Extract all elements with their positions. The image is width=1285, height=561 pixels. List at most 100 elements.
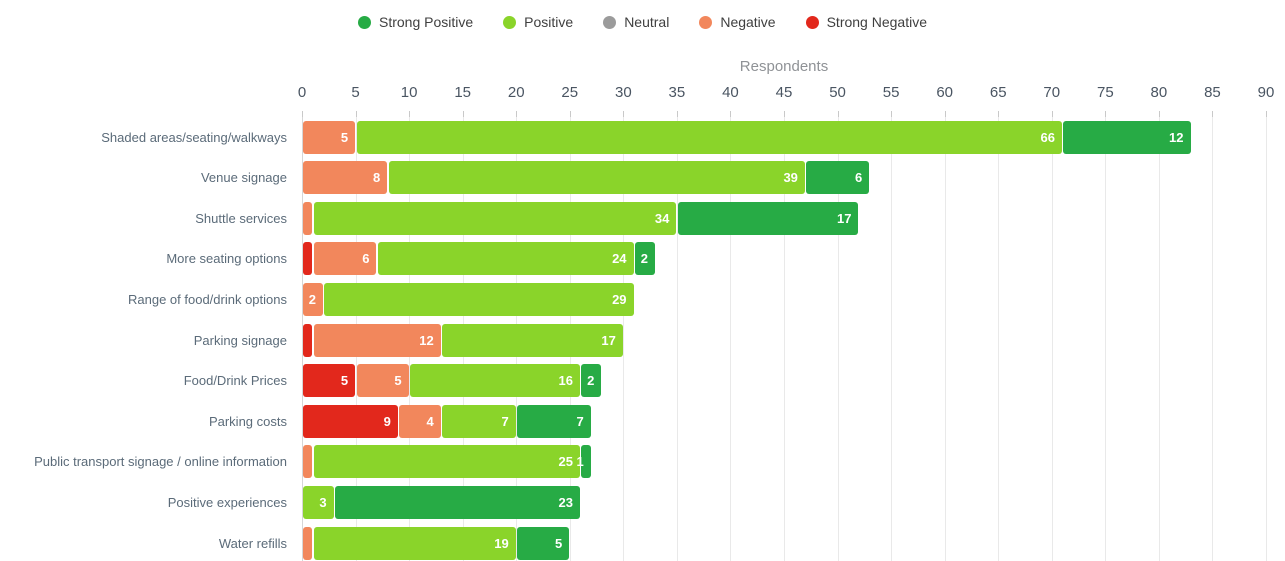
bar-value-label: 7 [501, 413, 509, 429]
legend-item-strong-positive[interactable]: Strong Positive [357, 14, 474, 30]
legend-swatch-icon [603, 15, 617, 29]
x-axis-tick-mark [409, 111, 411, 117]
x-axis-tick-label: 0 [297, 84, 307, 101]
bar-value-label: 5 [340, 129, 349, 145]
bar-value-label: 19 [494, 535, 509, 551]
legend-item-negative[interactable]: Negative [699, 14, 776, 30]
bar-segment-positive[interactable]: 17 [442, 323, 623, 357]
x-axis-tick-label: 65 [989, 84, 1007, 101]
x-axis-tick-label: 10 [400, 84, 418, 101]
x-axis-tick-mark [623, 111, 625, 117]
bar-value-label: 2 [640, 251, 648, 267]
bar-segment-strong-positive[interactable]: 7 [517, 404, 591, 438]
x-axis-title: Respondents [739, 58, 829, 75]
bar-segment-positive[interactable]: 25 [313, 445, 580, 479]
gridline [623, 117, 625, 561]
x-axis-tick-mark [784, 111, 785, 117]
bar-segment-positive[interactable]: 24 [377, 242, 634, 276]
bar-value-label: 24 [612, 251, 627, 267]
bar-row: 3 23 [303, 485, 1267, 519]
x-axis-tick-label: 35 [668, 84, 686, 101]
x-axis-tick-mark [1158, 111, 1160, 117]
x-axis-tick-label: 15 [454, 84, 471, 101]
bar-value-label: 12 [1169, 129, 1184, 145]
bar-row: 9 4 7 7 [303, 404, 1267, 438]
bar-value-label: 2 [308, 291, 316, 307]
bar-value-label: 17 [601, 332, 616, 348]
bar-segment-strong-negative[interactable]: 9 [303, 404, 398, 438]
bar-segment-positive[interactable]: 7 [442, 404, 516, 438]
bar-segment-negative[interactable]: 5 [356, 364, 409, 398]
bar-segment-strong-positive[interactable]: 5 [517, 526, 570, 560]
legend-item-strong-negative[interactable]: Strong Negative [805, 14, 927, 30]
bar-segment-negative[interactable] [303, 445, 313, 479]
category-label: Public transport signage / online inform… [34, 454, 287, 470]
bar-segment-negative[interactable]: 4 [399, 404, 441, 438]
x-axis-tick-mark [837, 111, 839, 117]
x-axis-tick-mark [944, 111, 946, 117]
x-axis-tick-mark [1051, 111, 1053, 117]
bar-segment-strong-negative[interactable] [303, 323, 313, 357]
bar-value-label: 5 [340, 373, 349, 389]
x-axis-tick-label: 30 [614, 84, 632, 101]
x-axis-tick-mark [730, 111, 732, 117]
bar-value-label: 12 [419, 332, 434, 348]
bar-value-label: 6 [362, 251, 370, 267]
gridline [944, 117, 946, 561]
legend-swatch-icon [503, 15, 517, 29]
gridline [1266, 117, 1267, 561]
x-axis-tick-mark [1212, 111, 1214, 117]
legend-item-positive[interactable]: Positive [503, 14, 573, 30]
bar-segment-positive[interactable]: 39 [388, 161, 805, 195]
bar-segment-negative[interactable]: 2 [303, 282, 323, 316]
bar-segment-positive[interactable]: 66 [356, 120, 1062, 154]
bar-segment-negative[interactable]: 5 [303, 120, 356, 154]
x-axis-tick-label: 85 [1204, 84, 1221, 101]
x-axis-tick-mark [355, 111, 357, 117]
bar-value-label: 29 [612, 291, 627, 307]
bar-value-label: 9 [383, 413, 391, 429]
legend-swatch-icon [357, 15, 371, 29]
category-label: Positive experiences [167, 494, 287, 510]
x-axis-tick-label: 40 [722, 84, 739, 101]
bar-segment-negative[interactable]: 12 [313, 323, 441, 357]
bar-value-label: 3 [319, 494, 327, 510]
bar-segment-negative[interactable] [303, 526, 313, 560]
legend-label: Strong Positive [378, 14, 474, 30]
bar-segment-strong-positive[interactable]: 12 [1063, 120, 1191, 154]
bar-segment-negative[interactable]: 8 [303, 161, 388, 195]
bar-segment-positive[interactable]: 34 [313, 201, 677, 235]
bar-segment-negative[interactable] [303, 201, 313, 235]
bar-value-label: 7 [576, 413, 584, 429]
bar-segment-negative[interactable]: 6 [313, 242, 377, 276]
x-axis-tick-mark [516, 111, 518, 117]
bar-segment-strong-positive[interactable]: 2 [581, 364, 602, 398]
bar-segment-strong-negative[interactable] [303, 242, 313, 276]
bar-segment-strong-positive[interactable]: 1 [576, 445, 591, 479]
bar-value-label: 5 [555, 535, 563, 551]
gridline [730, 117, 732, 561]
x-axis-tick-label: 20 [507, 84, 525, 101]
bar-segment-positive[interactable]: 29 [324, 282, 634, 316]
category-label: Shuttle services [195, 210, 287, 226]
bar-segment-positive[interactable]: 19 [313, 526, 516, 560]
bar-value-label: 5 [394, 373, 402, 389]
bar-value-label: 16 [558, 373, 573, 389]
bar-segment-positive[interactable]: 3 [303, 485, 334, 519]
bar-value-label: 34 [654, 210, 670, 226]
legend-item-neutral[interactable]: Neutral [603, 14, 669, 30]
x-axis-tick-mark [1266, 111, 1267, 117]
bar-segment-positive[interactable]: 16 [410, 364, 580, 398]
chart-legend: Strong Positive Positive Neutral Negative St… [0, 14, 1285, 30]
bar-segment-strong-positive[interactable]: 17 [677, 201, 859, 235]
bar-segment-strong-positive[interactable]: 23 [335, 485, 580, 519]
x-axis-tick-label: 50 [829, 84, 846, 101]
x-axis-tick-label: 80 [1150, 84, 1168, 101]
x-axis-tick-mark [462, 111, 464, 117]
bar-segment-strong-positive[interactable]: 2 [635, 242, 655, 276]
category-label: Food/Drink Prices [183, 373, 287, 389]
bar-segment-strong-negative[interactable]: 5 [303, 364, 356, 398]
x-axis-tick-mark [676, 111, 678, 117]
bar-segment-strong-positive[interactable]: 6 [806, 161, 870, 195]
bar-row: 6 24 2 [303, 242, 1267, 276]
